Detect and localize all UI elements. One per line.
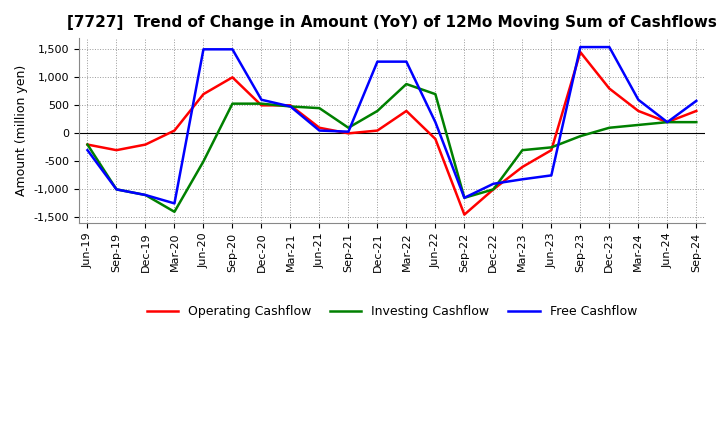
Investing Cashflow [83, 142, 91, 147]
Free Cashflow [344, 129, 353, 134]
Investing Cashflow [634, 122, 643, 128]
Line: Investing Cashflow: Investing Cashflow [87, 84, 696, 212]
Investing Cashflow [402, 81, 410, 87]
Free Cashflow [199, 47, 208, 52]
Operating Cashflow [170, 128, 179, 133]
Investing Cashflow [228, 101, 237, 106]
Investing Cashflow [576, 133, 585, 139]
Free Cashflow [170, 201, 179, 206]
Operating Cashflow [315, 125, 324, 130]
Investing Cashflow [286, 104, 294, 109]
Free Cashflow [112, 187, 121, 192]
Investing Cashflow [373, 108, 382, 114]
Operating Cashflow [228, 75, 237, 80]
Operating Cashflow [286, 103, 294, 108]
Free Cashflow [634, 97, 643, 103]
Free Cashflow [431, 120, 440, 125]
Investing Cashflow [170, 209, 179, 214]
Free Cashflow [663, 120, 672, 125]
Free Cashflow [315, 128, 324, 133]
Operating Cashflow [518, 164, 526, 169]
Investing Cashflow [344, 125, 353, 130]
Operating Cashflow [141, 142, 150, 147]
Operating Cashflow [373, 128, 382, 133]
Free Cashflow [83, 147, 91, 153]
Operating Cashflow [402, 108, 410, 114]
Investing Cashflow [431, 92, 440, 97]
Free Cashflow [373, 59, 382, 64]
Line: Operating Cashflow: Operating Cashflow [87, 52, 696, 215]
Operating Cashflow [112, 147, 121, 153]
Investing Cashflow [692, 120, 701, 125]
Operating Cashflow [460, 212, 469, 217]
Investing Cashflow [663, 120, 672, 125]
Legend: Operating Cashflow, Investing Cashflow, Free Cashflow: Operating Cashflow, Investing Cashflow, … [142, 300, 642, 323]
Free Cashflow [576, 44, 585, 50]
Free Cashflow [692, 98, 701, 103]
Operating Cashflow [83, 142, 91, 147]
Investing Cashflow [489, 187, 498, 192]
Free Cashflow [518, 177, 526, 182]
Free Cashflow [228, 47, 237, 52]
Title: [7727]  Trend of Change in Amount (YoY) of 12Mo Moving Sum of Cashflows: [7727] Trend of Change in Amount (YoY) o… [67, 15, 717, 30]
Operating Cashflow [692, 108, 701, 114]
Operating Cashflow [344, 131, 353, 136]
Operating Cashflow [663, 120, 672, 125]
Operating Cashflow [431, 136, 440, 142]
Investing Cashflow [112, 187, 121, 192]
Free Cashflow [605, 44, 613, 50]
Operating Cashflow [605, 86, 613, 91]
Free Cashflow [402, 59, 410, 64]
Free Cashflow [141, 192, 150, 198]
Operating Cashflow [634, 108, 643, 114]
Free Cashflow [547, 173, 556, 178]
Investing Cashflow [518, 147, 526, 153]
Investing Cashflow [315, 106, 324, 111]
Line: Free Cashflow: Free Cashflow [87, 47, 696, 203]
Free Cashflow [257, 97, 266, 103]
Free Cashflow [286, 104, 294, 109]
Free Cashflow [460, 195, 469, 201]
Investing Cashflow [257, 101, 266, 106]
Investing Cashflow [199, 159, 208, 164]
Investing Cashflow [141, 192, 150, 198]
Free Cashflow [489, 181, 498, 187]
Operating Cashflow [547, 147, 556, 153]
Operating Cashflow [489, 187, 498, 192]
Y-axis label: Amount (million yen): Amount (million yen) [15, 65, 28, 196]
Investing Cashflow [547, 145, 556, 150]
Investing Cashflow [605, 125, 613, 130]
Investing Cashflow [460, 195, 469, 201]
Operating Cashflow [199, 92, 208, 97]
Operating Cashflow [257, 103, 266, 108]
Operating Cashflow [576, 49, 585, 55]
